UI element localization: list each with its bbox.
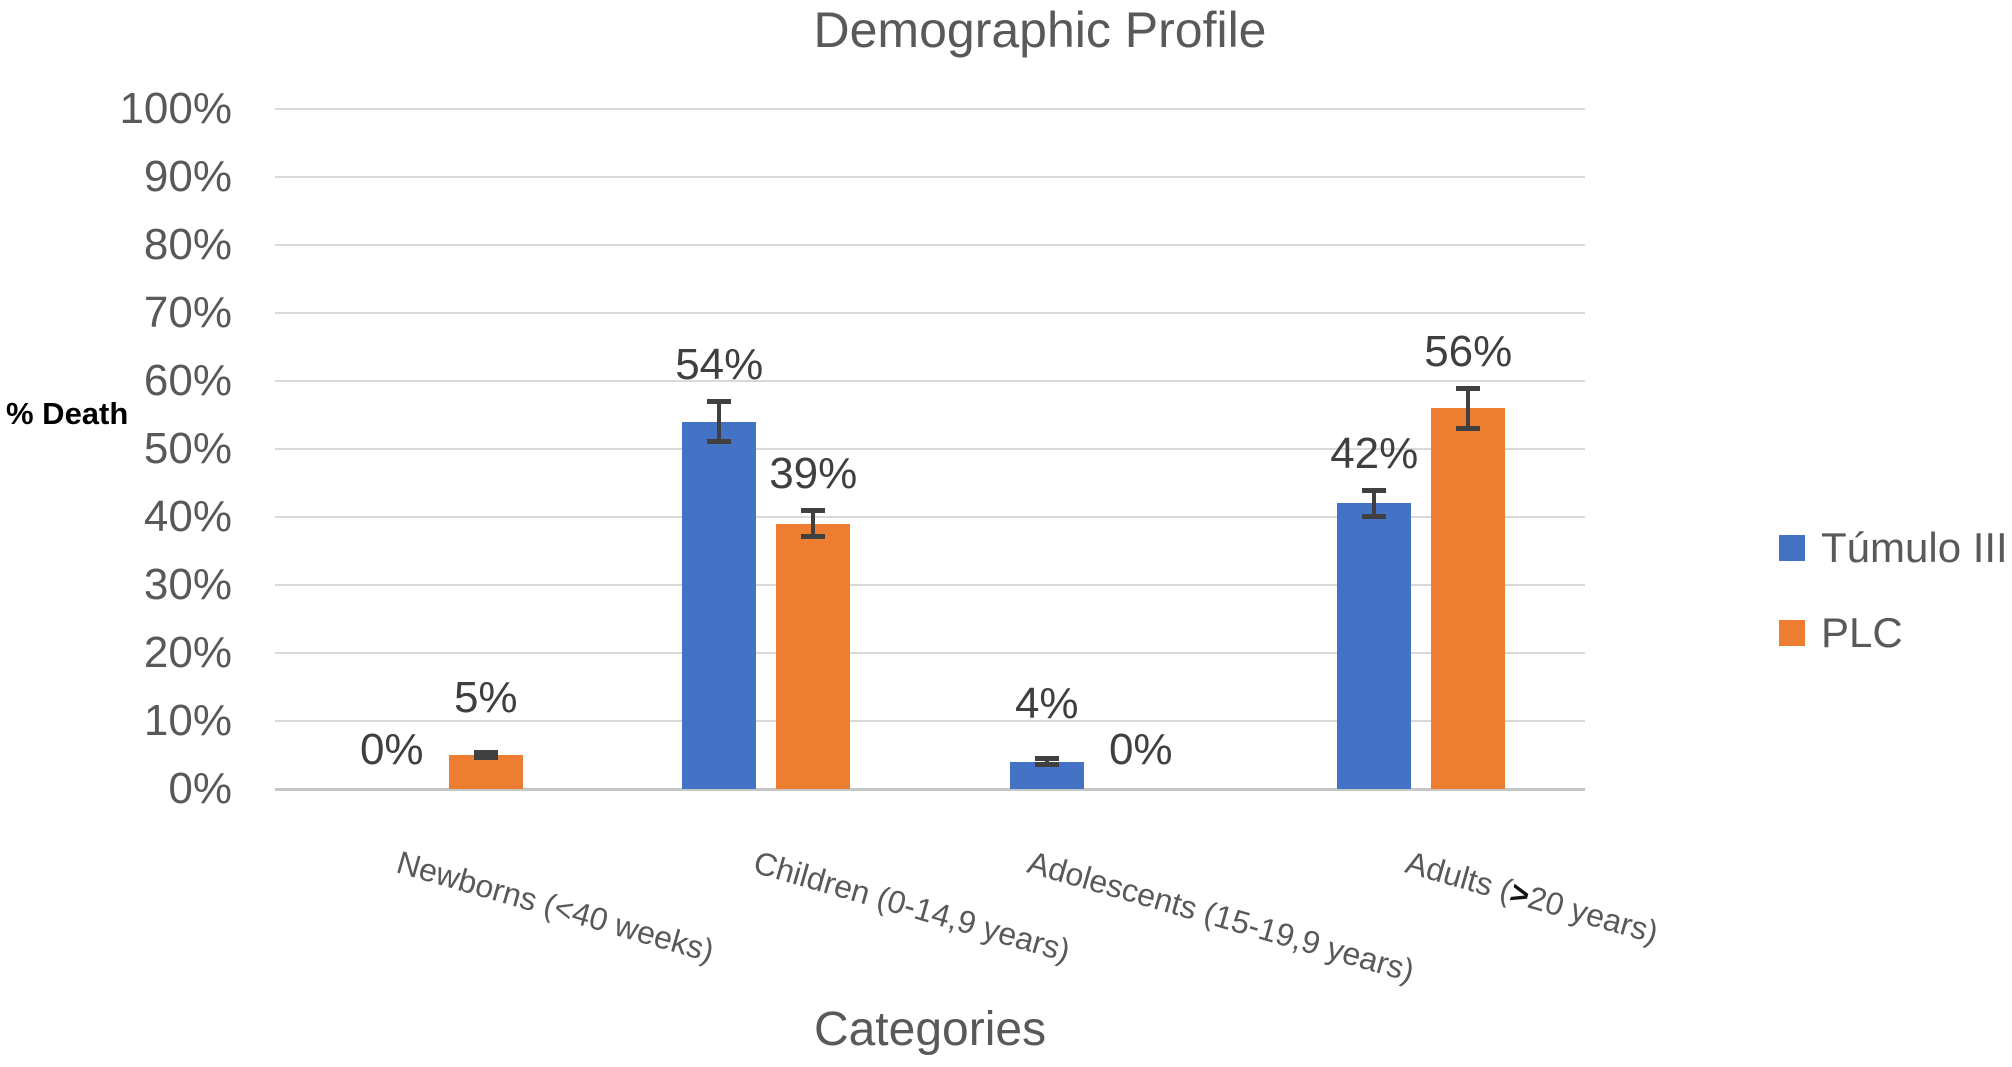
data-label: 56% [1424,326,1513,376]
error-bar-cap-top [1034,756,1059,762]
gridline [275,312,1585,314]
x-axis-title: Categories [813,1003,1047,1056]
category-label: Children (0-14,9 years) [750,843,1075,970]
y-tick-label: 100% [119,84,232,133]
error-bar-cap-top [707,399,732,405]
data-label: 39% [769,449,858,499]
data-label: 0% [1108,725,1173,774]
gridline [275,652,1585,654]
x-axis-line [275,788,1585,791]
bar-plc [448,755,523,789]
gridline [275,720,1585,722]
bar-tumulo-iii [682,421,757,789]
y-tick-label: 30% [143,560,232,609]
gridline [275,380,1585,382]
category-label: Newborns (<40 weeks) [392,843,718,970]
legend-label-tumulo-iii: Túmulo III [1821,524,2008,571]
category-label: Adolescents (15-19,9 years) [1023,843,1419,990]
gridline [275,448,1585,450]
bar-plc [1431,408,1506,789]
category-label-text: 20 years) [1524,879,1663,951]
category-label: Adults (>20 years) [1402,843,1663,951]
error-bar-cap-top [801,508,826,514]
legend-item-plc: PLC [1779,608,1903,658]
error-bar [811,510,816,538]
data-label: 4% [1014,679,1079,729]
error-bar-cap-bottom [1034,762,1059,768]
y-tick-label: 20% [143,628,232,677]
data-label: 54% [675,340,764,390]
error-bar [1044,758,1049,766]
error-bar-cap-top [473,749,498,755]
error-bar-cap-bottom [707,439,732,445]
y-tick-label: 90% [143,152,232,201]
error-bar [717,401,722,443]
bar-tumulo-iii [1337,503,1412,789]
error-bar-cap-bottom [801,534,826,540]
gridline [275,176,1585,178]
y-tick-label: 10% [143,696,232,745]
error-bar-cap-top [1362,487,1387,493]
error-bar [1466,387,1471,429]
error-bar [483,751,488,759]
data-label: 0% [359,725,424,774]
category-label-text: Newborns (<40 weeks) [392,843,718,970]
y-tick-label: 70% [143,288,232,337]
y-axis-title: % Death [6,396,129,431]
gridline [275,516,1585,518]
error-bar [1372,489,1377,517]
chart-title: Demographic Profile [813,2,1267,58]
data-label: 42% [1330,428,1419,478]
category-label-text: Adolescents (15-19,9 years) [1023,843,1419,989]
gridline [275,244,1585,246]
y-tick-label: 40% [143,492,232,541]
category-label-text: Children (0-14,9 years) [750,843,1075,969]
legend-item-tumulo-iii: Túmulo III [1779,523,2008,573]
y-tick-label: 80% [143,220,232,269]
error-bar-cap-bottom [1362,514,1387,519]
gridline [275,108,1585,110]
y-tick-label: 0% [168,764,232,813]
legend-swatch-tumulo-iii [1779,535,1805,561]
data-label: 5% [453,672,518,722]
legend-label-plc: PLC [1821,609,1903,656]
legend-swatch-plc [1779,620,1805,646]
y-tick-label: 60% [143,356,232,405]
gridline [275,584,1585,586]
error-bar-cap-bottom [473,755,498,761]
bar-plc [776,523,851,789]
category-label-text: Adults ( [1402,843,1517,909]
error-bar-cap-bottom [1456,425,1481,431]
y-tick-label: 50% [143,424,232,473]
error-bar-cap-top [1456,385,1481,391]
